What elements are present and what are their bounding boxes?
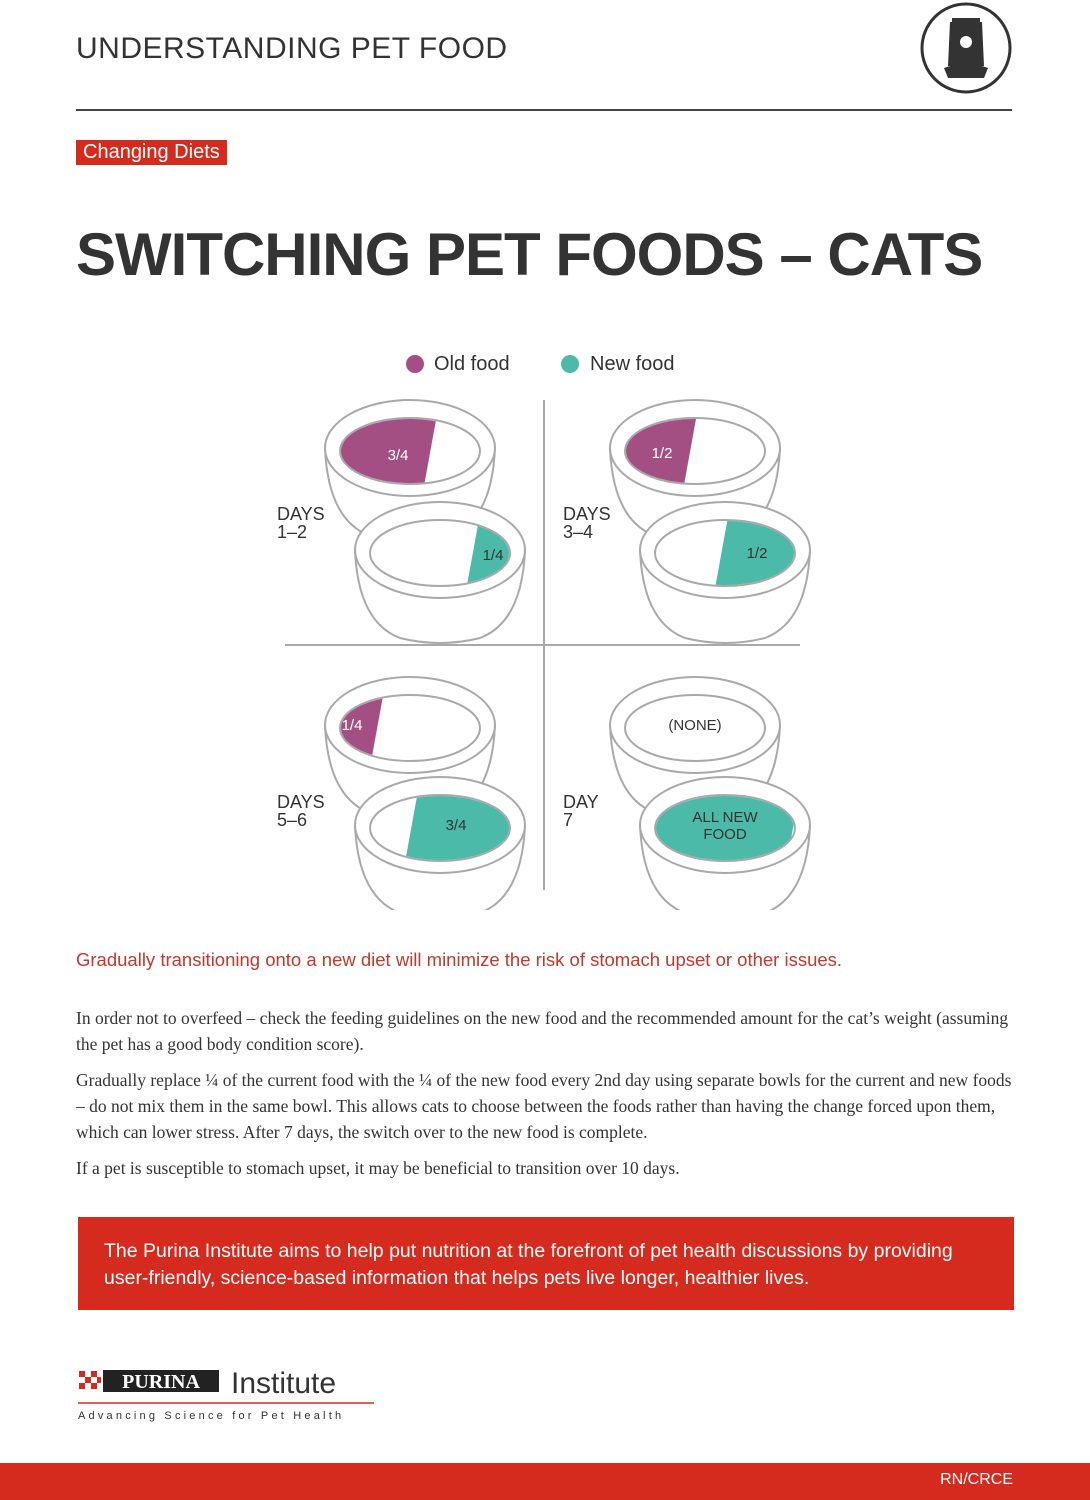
portion-label: 1/4	[342, 717, 363, 734]
legend-swatch	[561, 355, 579, 373]
banner: The Purina Institute aims to help put nu…	[78, 1217, 1014, 1310]
bowl-inner	[624, 694, 766, 762]
legend-label: Old food	[434, 353, 510, 375]
legend-swatch	[406, 355, 424, 373]
portion-label: 3/4	[446, 817, 467, 834]
days-label: 7	[563, 810, 573, 830]
days-label: DAY	[563, 792, 599, 812]
portion-label: 1/4	[483, 547, 504, 564]
bowl: 1/4	[323, 676, 497, 819]
page-title: SWITCHING PET FOODS – CATS	[76, 221, 983, 288]
portion-edge	[684, 419, 701, 483]
logo: PURINA Institute Advancing Science for P…	[78, 1367, 374, 1422]
portion-edge	[711, 521, 728, 585]
header-rule	[76, 109, 1012, 111]
days-label: 5–6	[277, 810, 307, 830]
logo-brand: PURINA	[122, 1371, 200, 1393]
paragraph: In order not to overfeed – check the fee…	[76, 1008, 1009, 1054]
footer: RN/CRCE	[0, 1463, 1090, 1500]
portion-edge	[424, 419, 441, 483]
food-portion	[656, 796, 794, 860]
days-label: DAYS	[563, 504, 611, 524]
header-title: UNDERSTANDING PET FOOD	[76, 32, 508, 65]
days-label: 3–4	[563, 522, 593, 542]
paragraph: Gradually replace ¼ of the current food …	[76, 1070, 1012, 1142]
bag-icon	[920, 2, 1012, 94]
portion-edge	[371, 696, 388, 760]
food-portion	[341, 419, 439, 483]
bowl: 1/4	[353, 501, 527, 644]
portion-edge	[401, 796, 418, 860]
section-tag: Changing Diets	[76, 140, 227, 165]
portion-label: ALL NEW	[692, 809, 758, 826]
logo-tagline: Advancing Science for Pet Health	[78, 1410, 344, 1422]
highlight-text: Gradually transitioning onto a new diet …	[76, 949, 843, 970]
portion-edge	[462, 521, 479, 585]
portion-label: 1/2	[747, 545, 768, 562]
footer-code: RN/CRCE	[940, 1471, 1013, 1488]
portion-label: (NONE)	[668, 717, 721, 734]
bowl: 1/2	[608, 399, 782, 542]
food-portion	[403, 796, 509, 860]
bowl: 1/2	[638, 501, 812, 644]
portion-label: 1/2	[652, 445, 673, 462]
portion-label: 3/4	[388, 447, 409, 464]
paragraph: If a pet is susceptible to stomach upset…	[76, 1158, 680, 1178]
body-text: In order not to overfeed – check the fee…	[76, 1005, 1016, 1191]
portion-label: FOOD	[703, 826, 746, 843]
bowl: 3/4	[353, 776, 527, 910]
legend-label: New food	[590, 353, 675, 375]
logo-name: Institute	[231, 1367, 336, 1400]
diet-diagram: Old food New food3/41/4DAYS1–21/21/2DAYS3…	[277, 353, 812, 910]
days-label: DAYS	[277, 504, 325, 524]
days-label: DAYS	[277, 792, 325, 812]
days-label: 1–2	[277, 522, 307, 542]
